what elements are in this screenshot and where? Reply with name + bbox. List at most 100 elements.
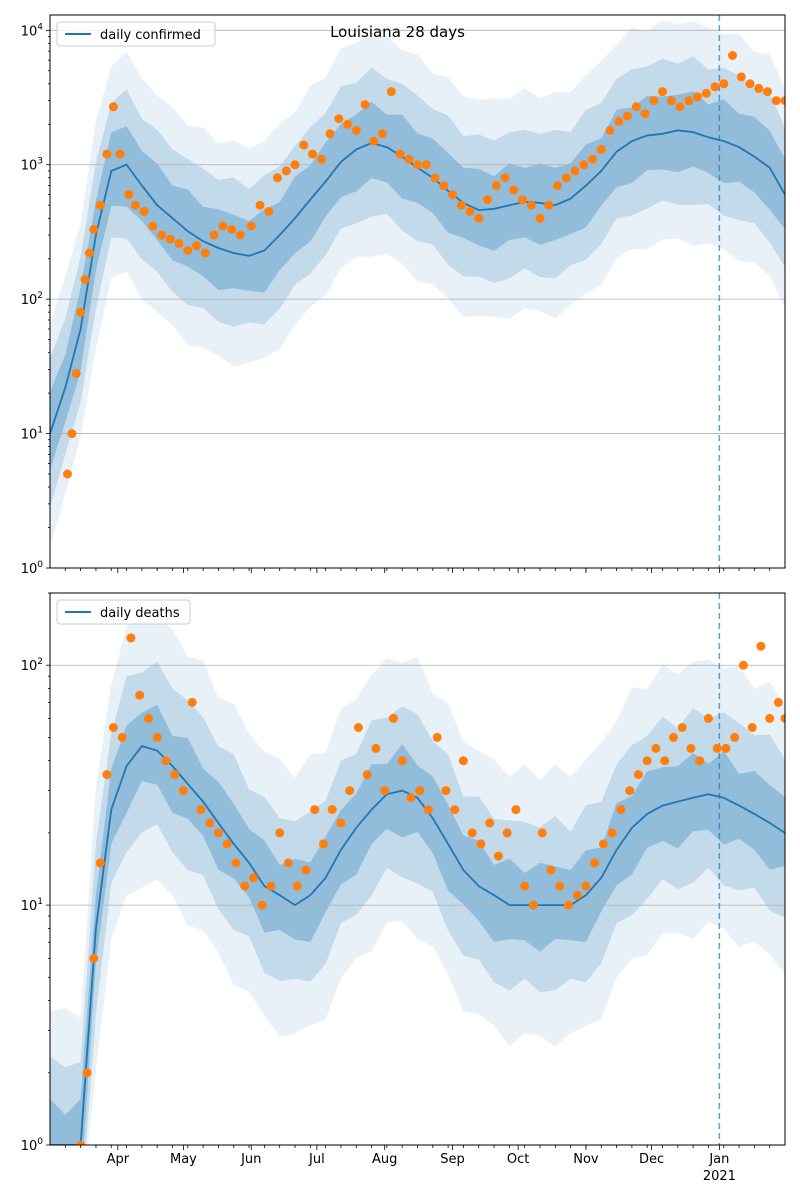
plot-area [50,593,785,1145]
data-point [102,149,112,159]
x-tick-label: Sep [440,1152,465,1167]
data-point [745,79,755,89]
confidence-band [50,56,785,508]
data-point [353,723,363,732]
data-point [728,51,737,60]
x-tick-label: Jun [240,1152,261,1167]
data-point [161,756,171,766]
data-point [572,890,582,900]
data-point [623,111,632,121]
y-tick-label: 103 [21,157,43,174]
data-point [535,213,545,223]
data-point [371,743,381,753]
data-point [738,660,748,670]
data-point [458,756,468,766]
data-point [235,230,245,240]
chart-title: Louisiana 28 days [330,23,465,41]
data-point [649,96,659,106]
median-line [50,745,785,1145]
data-point [773,697,783,707]
data-point [765,713,775,723]
data-point [397,756,407,766]
data-point [117,732,127,742]
data-point [345,786,355,796]
data-point [246,221,256,231]
data-point [196,805,206,815]
data-point [756,641,766,651]
data-point [754,83,764,93]
data-point [520,881,530,891]
data-point [240,881,250,891]
data-point [318,839,328,849]
data-point [555,881,565,891]
data-point [102,770,112,780]
data-point [192,241,202,251]
legend-label: daily deaths [100,606,180,621]
legend-label: daily confirmed [100,28,201,43]
data-point [467,828,477,838]
data-point [115,149,125,159]
data-point [183,246,193,255]
legend-box [56,599,191,625]
data-point [703,713,713,723]
y-tick-label: 102 [21,657,43,674]
x-tick-label: Jan [708,1152,729,1167]
data-point [76,1140,86,1145]
data-point [89,225,99,234]
data-point [187,697,197,707]
data-point [730,732,740,742]
data-point [780,713,785,723]
data-point [640,109,650,119]
x-tick-label: Aug [372,1152,397,1167]
data-point [686,743,696,753]
data-point [108,102,118,112]
data-point [380,786,390,796]
data-point [165,234,175,244]
data-point [537,828,547,838]
data-point [343,119,352,129]
data-point [771,96,781,106]
data-point [157,230,167,240]
data-point [143,713,153,723]
data-point [546,865,556,875]
data-point [616,805,626,815]
data-point [441,786,451,796]
data-point [526,200,536,210]
confidence-band [50,704,785,1145]
data-point [222,839,232,849]
x-tick-label: Nov [573,1152,599,1167]
y-tick-label: 101 [21,426,43,443]
data-point [579,160,589,170]
data-point [563,900,573,910]
data-point [255,200,265,210]
data-point [257,900,267,910]
data-point [465,206,475,216]
data-point [292,881,302,891]
legend: daily confirmed [56,21,216,47]
data-point [301,865,311,875]
data-point [126,633,136,643]
x-tick-label: Oct [507,1152,529,1167]
data-point [283,858,293,868]
data-point [388,713,398,723]
data-point [675,102,685,112]
data-point [780,96,785,106]
data-point [84,248,94,258]
y-tick-label: 100 [21,1137,44,1154]
x-tick-label: Dec [639,1152,664,1167]
data-point [456,200,466,210]
data-point [378,129,387,139]
data-point [281,166,291,176]
data-point [290,160,300,170]
data-point [631,102,641,112]
data-point [509,185,519,195]
data-point [63,469,72,479]
data-point [570,166,580,176]
data-point [747,723,757,732]
data-point [476,839,486,849]
data-point [334,114,344,124]
confidence-band [50,91,785,470]
data-point [248,873,258,883]
data-point [395,149,405,159]
data-point [95,200,105,210]
